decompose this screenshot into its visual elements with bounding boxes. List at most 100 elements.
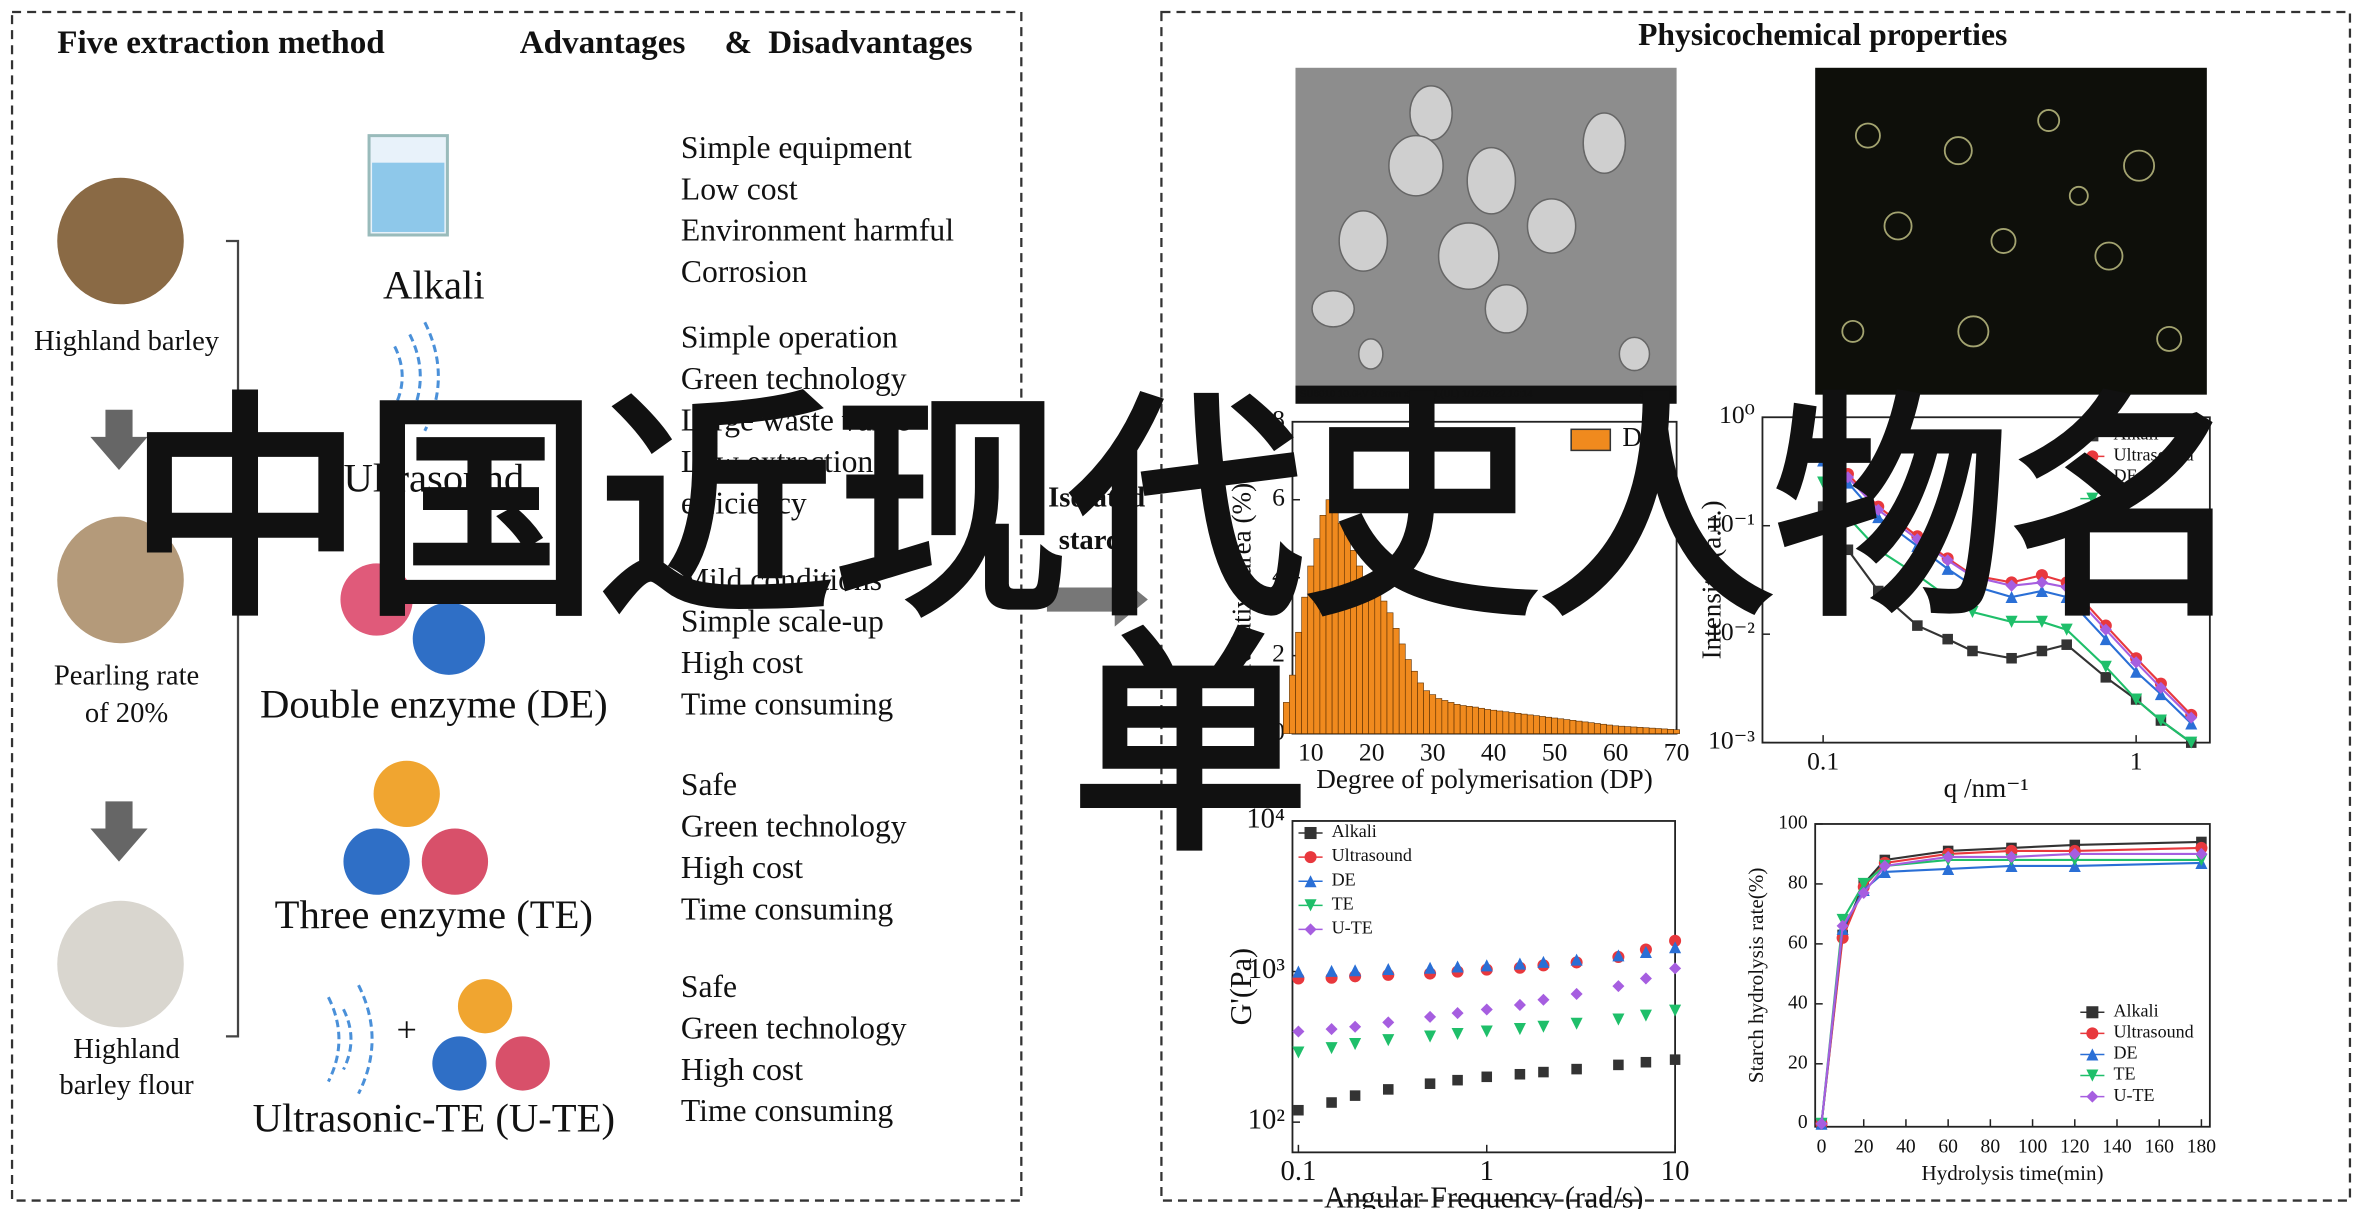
marker [1817,501,1829,512]
method-name: Double enzyme (DE) [260,681,608,726]
marker [1513,998,1526,1011]
x-axis-label: Angular Frequency (rad/s) [1324,1180,1643,1209]
granule [1990,228,2017,254]
marker [1941,562,1954,575]
marker [1912,620,1923,631]
legend-label: DE [2113,466,2137,486]
legend-label: U-TE [2113,1085,2154,1105]
x-tick-label: 120 [2060,1136,2090,1157]
marker [1382,1034,1395,1047]
y-axis-label: Relative area (%) [1226,483,1256,673]
bar [1404,659,1412,734]
granule [1841,319,1865,343]
bar [1551,717,1559,734]
disadvantage: High cost [681,645,803,680]
bar [1472,706,1479,734]
granule [1388,134,1444,197]
method-name: Three enzyme (TE) [275,892,593,937]
marker [1570,953,1583,966]
marker [1842,544,1854,556]
chart: 10 20 30 40 50 60 70 0 2 4 6 8 Degree of polymerisat… [1226,405,1689,794]
bar [1514,713,1522,734]
y-axis-label: Starch hydrolysis rate(%) [1744,868,1768,1083]
bar [1423,690,1430,734]
marker [1537,1020,1550,1033]
marker [1349,1090,1361,1101]
enzyme [457,979,513,1034]
y-axis-label: Intensity (a.u.) [1696,501,1726,660]
granule [2068,185,2089,206]
disadvantage: High cost [681,850,803,885]
legend-marker [2086,1048,2099,1061]
advantage: Green technology [681,809,907,844]
legend-marker [2086,1069,2099,1082]
marker [1911,539,1924,553]
sem-scale: 50.0um [1639,389,1672,400]
marker [1326,1097,1337,1108]
plot-frame [1291,820,1676,1154]
bar [1612,725,1619,734]
marker [1325,1023,1338,1036]
chart: 0.1 1 10 10² 10³ 10⁴ Angular Frequency (rad/s)… [1224,803,1689,1209]
enzyme [495,1036,550,1091]
bar [1526,714,1534,734]
granule [1618,336,1651,372]
legend-marker [2086,471,2099,484]
raw-material-label: of 20% [85,697,168,729]
overlay-text: 单 [1071,614,1309,879]
granule [1409,85,1453,141]
y-tick-label: 40 [1788,992,1808,1013]
marker [1872,543,1885,556]
sem-caption: SU8010 10.0kV 8.0mm x800 UL(UL) 1/12/202… [1300,389,1533,400]
advantage: Mild conditions [681,562,882,597]
x-tick-label: 50 [1542,738,1568,767]
arrow [90,409,148,470]
bar [1648,727,1656,734]
marker [1639,972,1652,985]
legend-label: TE [1332,893,1354,913]
center-arrow [1046,572,1148,627]
disadvantage: Low extraction [681,444,874,479]
marker [1292,1025,1305,1038]
method-name: Ultrasound [344,455,525,500]
marker [1514,1068,1526,1080]
granule [2156,325,2183,352]
x-tick-label: 1 [1480,1155,1494,1187]
bar [1642,727,1650,734]
marker [1424,1078,1436,1089]
bar [1600,723,1607,734]
marker [2185,736,2198,749]
marker [1911,569,1924,582]
series-line [1820,846,2202,1124]
legend-marker [2086,1090,2099,1103]
marker [1451,1027,1464,1041]
y-tick-label: 0 [1272,716,1285,745]
legend-marker [2086,492,2099,505]
marker [1452,1074,1463,1086]
granule [2094,241,2124,271]
right-frame [1160,10,2352,1202]
disadvantage: efficiency [681,485,807,520]
marker [1669,941,1682,954]
marker [1451,960,1464,973]
legend-label: Ultrasound [2113,1021,2193,1041]
bar [1587,722,1595,734]
center-label: Isolated [1048,482,1145,514]
marker [2130,665,2143,678]
marker [1872,503,1885,516]
bar [1496,710,1504,734]
bar [1539,716,1546,734]
disadvantage: Time consuming [681,891,894,926]
legend-label: Alkali [1332,821,1377,841]
granule [1943,136,1973,166]
y-tick-label: 10² [1248,1104,1285,1136]
x-axis-label: Degree of polymerisation (DP) [1316,764,1653,794]
y-axis-label: G'(Pa) [1224,948,1258,1025]
bar [1490,709,1498,734]
bar [1557,718,1565,734]
marker [1669,962,1682,975]
series-line [1820,861,2202,1124]
pearled-grain [57,516,184,644]
